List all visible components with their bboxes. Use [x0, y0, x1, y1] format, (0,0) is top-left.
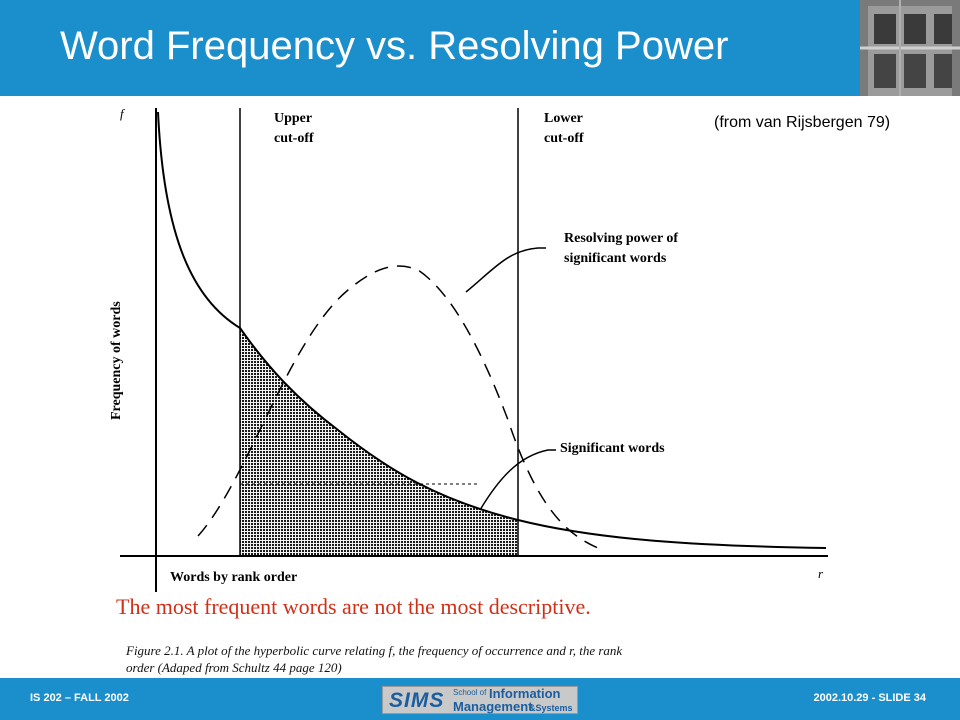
x-axis-label: Words by rank order: [170, 570, 297, 585]
figure-caption-line: Figure 2.1. A plot of the hyperbolic cur…: [126, 643, 623, 658]
footer-bar: IS 202 – FALL 2002 SIMS School of Inform…: [0, 678, 960, 720]
resolving-power-label-line1: Resolving power of: [564, 231, 678, 246]
y-axis-label: Frequency of words: [109, 301, 124, 420]
source-attribution: (from van Rijsbergen 79): [714, 114, 891, 131]
upper-cutoff-label-line2: cut-off: [274, 131, 314, 146]
resolving-power-curve: [197, 265, 599, 549]
y-axis-symbol: f: [120, 106, 126, 121]
logo-information-text: Information: [489, 686, 561, 701]
significant-words-region: [240, 328, 518, 556]
significant-words-label: Significant words: [560, 441, 665, 456]
logo-management-text: Management: [453, 699, 533, 714]
slide-title: Word Frequency vs. Resolving Power: [60, 24, 729, 68]
lower-cutoff-label-line2: cut-off: [544, 131, 584, 146]
lower-cutoff-label-line1: Lower: [544, 111, 583, 126]
figure-caption-line: order (Adaped from Schultz 44 page 120): [126, 660, 342, 675]
sims-logo: SIMS School of Information Management &S…: [382, 686, 578, 714]
upper-cutoff-label-line1: Upper: [274, 111, 312, 126]
frequency-curve: [157, 111, 827, 549]
x-axis-symbol: r: [818, 566, 824, 581]
resolving-power-label-line2: significant words: [564, 251, 667, 266]
title-bar: Word Frequency vs. Resolving Power: [0, 0, 960, 96]
resolving-power-pointer: [465, 247, 546, 293]
logo-school-of-text: School of: [453, 688, 487, 697]
course-label: IS 202 – FALL 2002: [30, 692, 129, 704]
zipf-resolving-power-diagram: f r Frequency of words Words by rank ord…: [109, 106, 828, 592]
slide-number-label: 2002.10.29 - SLIDE 34: [813, 692, 926, 704]
significant-words-pointer: [479, 449, 556, 511]
figure-caption: Figure 2.1. A plot of the hyperbolic cur…: [126, 642, 622, 676]
logo-sims-text: SIMS: [389, 689, 445, 712]
takeaway-text: The most frequent words are not the most…: [116, 594, 591, 619]
logo-systems-text: &Systems: [529, 703, 573, 713]
building-photo: [860, 0, 960, 96]
